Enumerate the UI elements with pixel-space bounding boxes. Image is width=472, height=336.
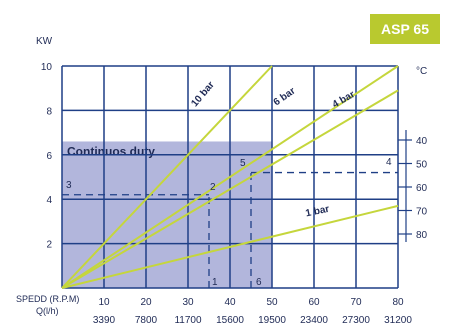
series-line bbox=[61, 65, 273, 289]
continuous-duty-region bbox=[62, 141, 272, 288]
operating-point-label: 2 bbox=[210, 182, 216, 193]
temperature-tick-label: 50 bbox=[416, 160, 428, 171]
temperature-unit-label: °C bbox=[416, 66, 427, 77]
x-tick-label-rpm: 60 bbox=[308, 297, 320, 308]
x-tick-label-flow: 15600 bbox=[216, 315, 244, 326]
y-tick-label: 10 bbox=[41, 62, 53, 73]
series-label: 1 bar bbox=[305, 204, 331, 220]
series-line bbox=[61, 204, 399, 289]
operating-point-label: 5 bbox=[240, 158, 246, 169]
x-tick-label-rpm: 30 bbox=[182, 297, 194, 308]
temperature-tick-label: 40 bbox=[416, 136, 428, 147]
y-tick-label: 2 bbox=[46, 240, 52, 251]
x-tick-label-rpm: 70 bbox=[350, 297, 362, 308]
x-tick-label-rpm: 20 bbox=[140, 297, 152, 308]
x-tick-label-flow: 19500 bbox=[258, 315, 286, 326]
series-label: 4 bar bbox=[331, 89, 357, 111]
y-tick-label: 6 bbox=[46, 151, 52, 162]
x-tick-label-rpm: 40 bbox=[224, 297, 236, 308]
temperature-tick-label: 60 bbox=[416, 183, 428, 194]
series-line bbox=[61, 89, 399, 289]
x-tick-label-flow: 3390 bbox=[93, 315, 116, 326]
operating-point-label: 4 bbox=[386, 157, 392, 168]
x-axis-title-rpm: SPEDD (R.P.M) bbox=[16, 294, 79, 304]
series-line bbox=[61, 65, 399, 289]
y-axis-title: KW bbox=[36, 36, 53, 47]
y-tick-label: 4 bbox=[46, 195, 52, 206]
x-tick-label-flow: 31200 bbox=[384, 315, 412, 326]
y-tick-label: 8 bbox=[46, 106, 52, 117]
temperature-tick-label: 70 bbox=[416, 207, 428, 218]
x-tick-label-flow: 7800 bbox=[135, 315, 158, 326]
series-label: 10 bar bbox=[189, 79, 216, 109]
temperature-tick-label: 80 bbox=[416, 230, 428, 241]
x-tick-label-flow: 27300 bbox=[342, 315, 370, 326]
x-tick-label-flow: 23400 bbox=[300, 315, 328, 326]
model-badge: ASP 65 bbox=[370, 14, 440, 44]
x-tick-label-rpm: 10 bbox=[98, 297, 110, 308]
x-tick-label-flow: 11700 bbox=[174, 315, 202, 326]
operating-point-label: 1 bbox=[212, 277, 218, 288]
x-tick-label-rpm: 50 bbox=[266, 297, 278, 308]
series-label: 6 bar bbox=[272, 86, 298, 109]
x-tick-label-rpm: 80 bbox=[392, 297, 404, 308]
operating-point-label: 6 bbox=[256, 277, 262, 288]
continuous-duty-label: Continuos duty bbox=[67, 144, 155, 158]
x-axis-title-flow: Q(l/h) bbox=[36, 306, 59, 316]
operating-point-label: 3 bbox=[66, 180, 72, 191]
